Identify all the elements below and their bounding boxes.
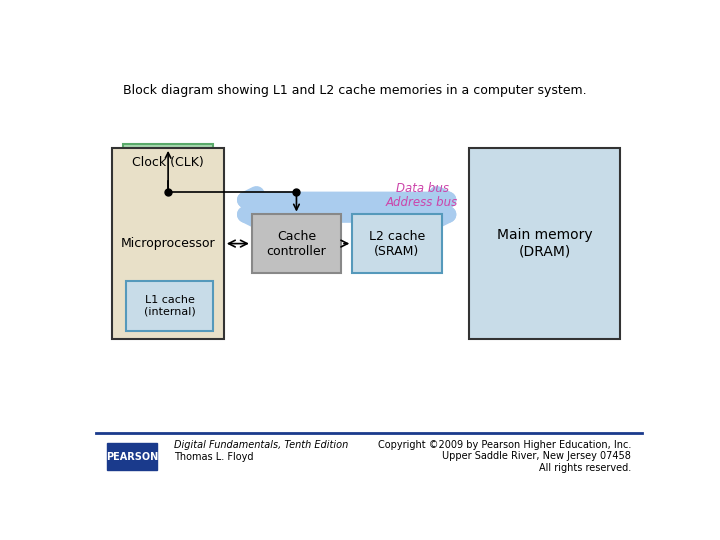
Text: L1 cache
(internal): L1 cache (internal): [144, 295, 195, 317]
Text: Cache
controller: Cache controller: [266, 230, 326, 258]
FancyBboxPatch shape: [107, 443, 157, 470]
Text: PEARSON: PEARSON: [106, 452, 158, 462]
FancyBboxPatch shape: [124, 144, 213, 181]
Text: Address bus: Address bus: [386, 197, 458, 210]
FancyBboxPatch shape: [252, 214, 341, 273]
FancyBboxPatch shape: [126, 281, 213, 331]
FancyBboxPatch shape: [112, 148, 224, 339]
Text: Main memory
(DRAM): Main memory (DRAM): [497, 228, 593, 259]
FancyBboxPatch shape: [352, 214, 441, 273]
Text: L2 cache
(SRAM): L2 cache (SRAM): [369, 230, 425, 258]
Text: Thomas L. Floyd: Thomas L. Floyd: [174, 453, 253, 462]
Text: Clock (CLK): Clock (CLK): [132, 156, 204, 169]
Text: Data bus: Data bus: [395, 182, 449, 195]
Text: Copyright ©2009 by Pearson Higher Education, Inc.
Upper Saddle River, New Jersey: Copyright ©2009 by Pearson Higher Educat…: [378, 440, 631, 473]
Text: Microprocessor: Microprocessor: [121, 237, 215, 250]
Text: Block diagram showing L1 and L2 cache memories in a computer system.: Block diagram showing L1 and L2 cache me…: [124, 84, 587, 97]
FancyBboxPatch shape: [469, 148, 620, 339]
Text: Digital Fundamentals, Tenth Edition: Digital Fundamentals, Tenth Edition: [174, 440, 348, 450]
